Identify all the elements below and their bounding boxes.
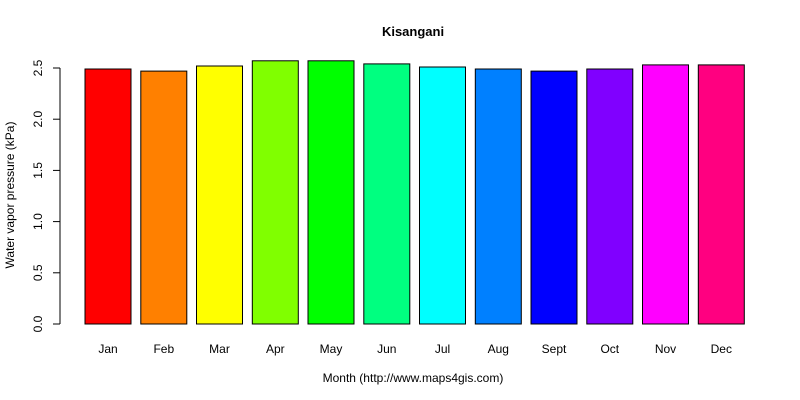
x-tick-label-jan: Jan xyxy=(98,342,117,356)
x-tick-label-sept: Sept xyxy=(542,342,567,356)
bar-apr xyxy=(251,60,299,325)
x-tick-label-feb: Feb xyxy=(153,342,174,356)
y-tick-label: 2.0 xyxy=(31,111,45,128)
bar-aug xyxy=(474,68,522,325)
y-tick-label: 0.5 xyxy=(31,264,45,281)
x-tick-label-oct: Oct xyxy=(600,342,619,356)
bar-jan xyxy=(84,68,132,325)
x-tick-label-dec: Dec xyxy=(711,342,732,356)
bar-nov xyxy=(642,64,689,325)
bar-jun xyxy=(363,63,411,325)
x-tick-label-jul: Jul xyxy=(435,342,450,356)
bars-group xyxy=(84,60,745,325)
y-axis-label: Water vapor pressure (kPa) xyxy=(3,122,17,269)
chart-title: Kisangani xyxy=(382,24,444,39)
x-tick-label-may: May xyxy=(320,342,343,356)
y-tick-label: 0.0 xyxy=(31,315,45,332)
y-tick-label: 1.5 xyxy=(31,162,45,179)
bar-mar xyxy=(196,65,243,325)
x-tick-label-nov: Nov xyxy=(655,342,676,356)
bar-jul xyxy=(419,66,466,325)
bar-sept xyxy=(530,70,578,325)
y-tick-label: 2.5 xyxy=(31,59,45,76)
bar-feb xyxy=(140,70,188,325)
x-tick-label-mar: Mar xyxy=(209,342,230,356)
x-tick-label-apr: Apr xyxy=(266,342,285,356)
y-axis: 0.0 0.5 1.0 1.5 2.0 2.5 xyxy=(31,59,61,332)
x-tick-labels: Jan Feb Mar Apr May Jun Jul Aug Sept Oct Nov Dec xyxy=(98,342,732,356)
bar-oct xyxy=(586,68,634,325)
x-axis-label: Month (http://www.maps4gis.com) xyxy=(323,371,504,385)
x-tick-label-jun: Jun xyxy=(377,342,396,356)
bar-may xyxy=(307,60,355,325)
x-tick-label-aug: Aug xyxy=(488,342,509,356)
y-tick-label: 1.0 xyxy=(31,213,45,230)
bar-dec xyxy=(697,64,745,325)
